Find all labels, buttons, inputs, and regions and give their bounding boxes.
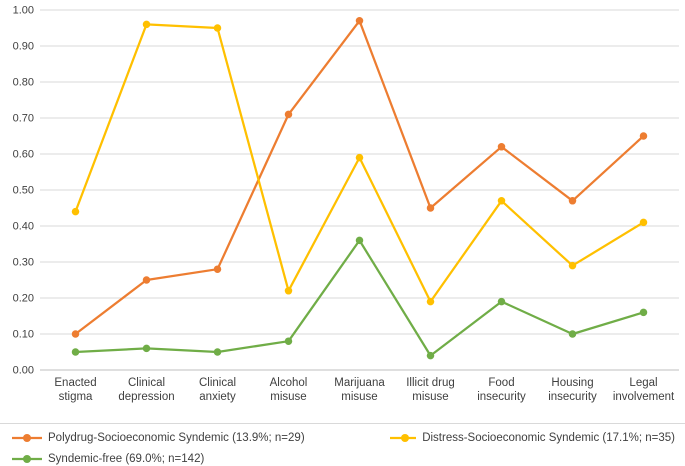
legend-label: Syndemic-free (69.0%; n=142) — [48, 453, 205, 465]
legend-item: Distress-Socioeconomic Syndemic (17.1%; … — [389, 432, 675, 444]
data-point-marker — [497, 143, 506, 151]
y-axis-tick-label: 0.50 — [13, 185, 34, 197]
y-axis-tick-label: 0.30 — [13, 257, 34, 269]
series-line — [74, 19, 645, 336]
y-axis-tick-label: 0.20 — [13, 293, 34, 305]
data-point-marker — [355, 236, 364, 245]
legend-label: Polydrug-Socioeconomic Syndemic (13.9%; … — [48, 432, 305, 444]
data-point-marker — [71, 348, 80, 356]
data-point-marker — [497, 297, 506, 306]
data-point-marker — [639, 218, 648, 227]
legend-item: Polydrug-Socioeconomic Syndemic (13.9%; … — [12, 432, 390, 444]
x-axis-category-label: Food insecurity — [477, 377, 526, 403]
y-axis-tick-label: 0.00 — [13, 365, 34, 377]
data-point-marker — [142, 344, 151, 353]
data-point-marker — [142, 276, 151, 284]
legend-marker-icon — [12, 455, 42, 463]
data-point-marker — [497, 197, 506, 205]
x-axis-category-label: Clinical anxiety — [199, 377, 236, 403]
data-point-marker — [568, 330, 577, 338]
y-axis-tick-label: 0.10 — [13, 329, 34, 341]
y-axis-tick-label: 0.70 — [13, 113, 34, 125]
x-axis-category-label: Housing insecurity — [548, 377, 597, 403]
data-point-marker — [284, 287, 293, 295]
legend-label: Distress-Socioeconomic Syndemic (17.1%; … — [422, 432, 675, 444]
data-point-marker — [284, 337, 293, 345]
x-axis-category-label: Enacted stigma — [54, 377, 96, 403]
y-axis-tick-label: 0.80 — [13, 77, 34, 89]
y-axis-tick-label: 1.00 — [13, 5, 34, 17]
data-point-marker — [213, 348, 222, 356]
data-point-marker — [639, 308, 648, 317]
data-point-marker — [71, 207, 80, 216]
legend-marker-icon — [389, 434, 417, 442]
data-point-marker — [568, 261, 577, 270]
chart-legend: Polydrug-Socioeconomic Syndemic (13.9%; … — [0, 423, 685, 465]
data-point-marker — [71, 330, 80, 338]
x-axis-category-label: Alcohol misuse — [270, 377, 308, 403]
data-point-marker — [426, 297, 435, 306]
series-line — [74, 23, 645, 303]
x-axis-category-label: Illicit drug misuse — [406, 377, 455, 403]
data-point-marker — [213, 265, 222, 273]
x-axis-category-label: Clinical depression — [118, 377, 174, 403]
data-point-marker — [355, 153, 364, 162]
data-point-marker — [568, 197, 577, 205]
data-point-marker — [284, 110, 293, 119]
data-point-marker — [142, 20, 151, 29]
y-axis-tick-label: 0.60 — [13, 149, 34, 161]
data-point-marker — [639, 132, 648, 140]
legend-marker-icon — [12, 434, 42, 442]
data-point-marker — [355, 17, 364, 25]
plot-area: 0.00 0.10 0.20 0.30 0.40 0.50 0.60 0.70 0.80 0.90… — [13, 5, 679, 403]
y-axis-tick-label: 0.90 — [13, 41, 34, 53]
data-point-marker — [213, 24, 222, 32]
y-axis-tick-label: 0.40 — [13, 221, 34, 233]
x-axis-category-label: Legal involvement — [613, 377, 675, 403]
data-point-marker — [426, 351, 435, 360]
data-point-marker — [426, 204, 435, 212]
x-axis-category-label: Marijuana misuse — [334, 377, 385, 403]
legend-item: Syndemic-free (69.0%; n=142) — [12, 453, 390, 465]
